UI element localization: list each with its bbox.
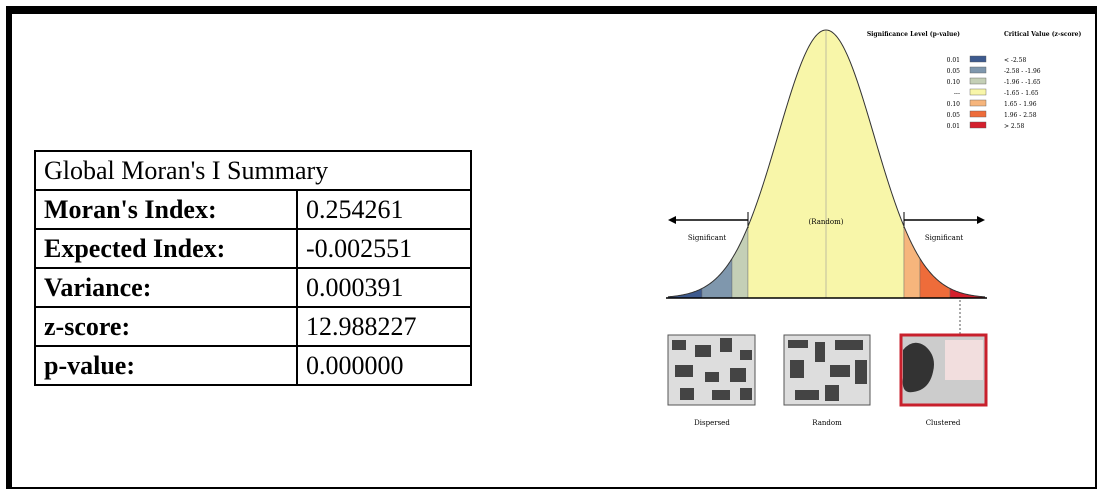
pattern-label: Clustered	[926, 419, 961, 427]
pattern-label: Dispersed	[694, 419, 730, 427]
legend-header: Critical Value (z-score)	[1004, 31, 1081, 38]
curve-outline	[667, 29, 986, 298]
table-row: z-score: 12.988227	[34, 306, 472, 347]
legend-swatch	[969, 77, 987, 85]
legend-p: 0.05	[947, 112, 961, 119]
value-cell: 0.000000	[296, 345, 472, 386]
label-cell: Expected Index:	[34, 228, 298, 269]
left-label: Significant	[688, 234, 727, 242]
legend-z: 1.65 - 1.96	[1004, 101, 1037, 108]
table-row: Variance: 0.000391	[34, 267, 472, 308]
label-cell: Moran's Index:	[34, 189, 298, 230]
legend-p: 0.05	[947, 68, 961, 75]
legend-swatch	[969, 110, 987, 118]
pattern-dispersed	[667, 334, 756, 406]
legend-p: 0.10	[947, 79, 961, 86]
legend-z: 1.96 - 2.58	[1004, 112, 1037, 119]
value-cell: 0.254261	[296, 189, 472, 230]
right-label: Significant	[925, 234, 964, 242]
label-cell: z-score:	[34, 306, 298, 347]
curve-region	[903, 226, 921, 299]
summary-table: Global Moran's I Summary Moran's Index: 0…	[34, 150, 472, 386]
table-title: Global Moran's I Summary	[34, 150, 472, 191]
table-row: Moran's Index: 0.254261	[34, 189, 472, 230]
curve-region	[731, 226, 749, 299]
center-label: (Random)	[809, 218, 844, 226]
legend-z: -1.96 - -1.65	[1004, 79, 1041, 86]
legend-p: 0.01	[947, 57, 960, 64]
legend-z: -1.65 - 1.65	[1004, 90, 1039, 97]
pattern-random	[783, 334, 871, 406]
label-cell: Variance:	[34, 267, 298, 308]
value-cell: 12.988227	[296, 306, 472, 347]
legend-swatch	[969, 99, 987, 107]
arrow-head	[668, 216, 676, 224]
legend-z: > 2.58	[1004, 123, 1024, 130]
legend-swatch	[969, 55, 987, 63]
legend-header: Significance Level (p-value)	[867, 31, 960, 38]
arrow-head	[977, 216, 985, 224]
table-row: Expected Index: -0.002551	[34, 228, 472, 269]
value-cell: -0.002551	[296, 228, 472, 269]
pattern-label: Random	[812, 419, 842, 427]
legend-swatch	[969, 88, 987, 96]
legend-p: 0.01	[947, 123, 960, 130]
pattern-clustered	[899, 333, 988, 407]
table-row: p-value: 0.000000	[34, 345, 472, 386]
legend-z: < -2.58	[1004, 57, 1027, 64]
legend-p: 0.10	[947, 101, 961, 108]
legend-z: -2.58 - -1.96	[1004, 68, 1041, 75]
label-cell: p-value:	[34, 345, 298, 386]
legend-swatch	[969, 121, 987, 129]
legend-p: ---	[954, 90, 960, 97]
value-cell: 0.000391	[296, 267, 472, 308]
frame	[6, 6, 1097, 489]
legend-swatch	[969, 66, 987, 74]
